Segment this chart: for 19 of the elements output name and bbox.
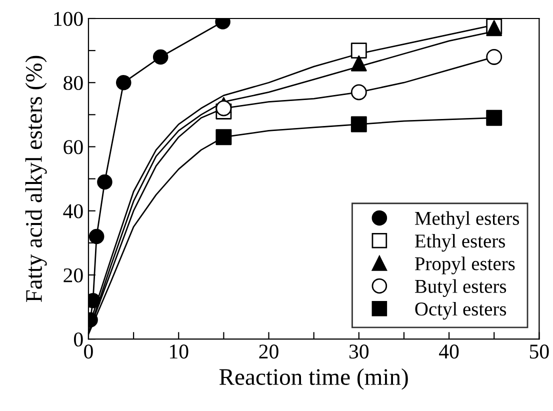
y-tick-label: 60: [64, 140, 83, 154]
legend-label: Octyl esters: [415, 302, 506, 320]
x-tick-label: 50: [530, 344, 549, 359]
y-tick-label: 0: [74, 332, 83, 347]
y-axis-title: Fatty acid alkyl esters (%): [25, 56, 47, 302]
x-tick-label: 40: [439, 344, 459, 359]
legend-label: Methyl esters: [414, 211, 520, 229]
x-tick-label: 0: [84, 344, 93, 359]
x-tick-label: 30: [349, 344, 369, 359]
legend-label: Butyl esters: [414, 279, 506, 297]
legend-label: Propyl esters: [414, 256, 515, 274]
y-tick-label: 20: [64, 268, 83, 282]
y-tick-label: 100: [54, 12, 83, 26]
x-tick-label: 10: [170, 344, 188, 359]
y-tick-label: 80: [64, 76, 83, 90]
y-tick-label: 40: [63, 204, 83, 218]
x-tick-label: 20: [259, 344, 278, 359]
x-axis-title: Reaction time (min): [219, 368, 408, 390]
legend-label: Ethyl esters: [414, 234, 505, 252]
